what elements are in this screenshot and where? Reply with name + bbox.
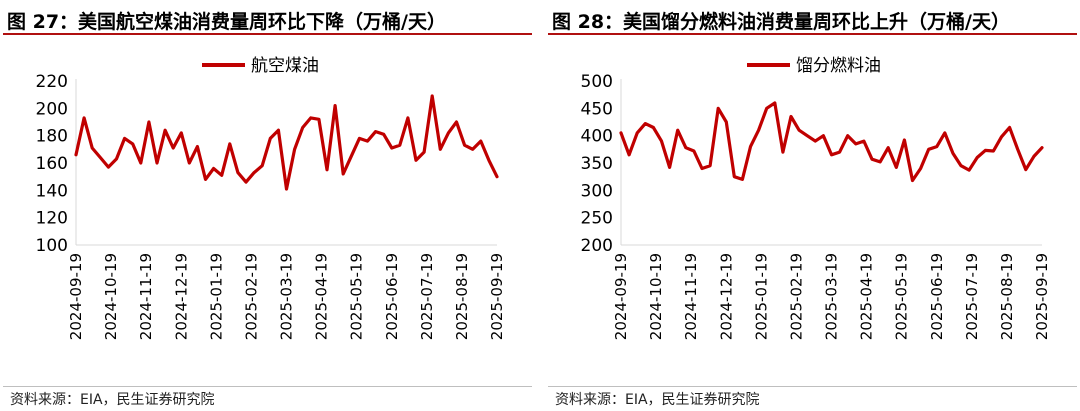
y-tick-label: 500 (581, 72, 613, 92)
x-tick-label: 2025-02-19 (242, 253, 260, 340)
source-note: 资料来源：EIA，民生证券研究院 (10, 392, 215, 408)
y-tick-label: 200 (581, 236, 613, 256)
title-bar: 图 27：美国航空煤油消费量周环比下降（万桶/天） (3, 3, 532, 35)
x-tick-label: 2025-05-19 (893, 253, 911, 340)
x-tick-label: 2024-11-19 (682, 253, 700, 340)
y-tick-label: 400 (581, 127, 613, 147)
series-line (619, 101, 1044, 183)
x-tick-label: 2025-09-19 (488, 253, 506, 340)
x-tick-label: 2025-07-19 (418, 253, 436, 340)
x-tick-label: 2025-08-19 (453, 253, 471, 340)
x-tick-label: 2025-05-19 (348, 253, 366, 340)
y-tick-label: 100 (36, 236, 68, 256)
x-tick-label: 2025-01-19 (752, 253, 770, 340)
chart-panel-jet-fuel: 图 27：美国航空煤油消费量周环比下降（万桶/天） 航空煤油 100 120 140 1… (0, 0, 535, 411)
legend: 馏分燃料油 (747, 56, 881, 76)
x-tick-label: 2024-10-19 (647, 253, 665, 340)
x-tick-label: 2025-06-19 (383, 253, 401, 340)
legend: 航空煤油 (202, 56, 319, 76)
x-tick-label: 2025-02-19 (787, 253, 805, 340)
y-tick-label: 200 (36, 99, 68, 119)
series-points (75, 96, 498, 189)
x-tick-label: 2025-04-19 (858, 253, 876, 340)
x-tick-label: 2025-03-19 (823, 253, 841, 340)
y-tick-label: 180 (36, 127, 68, 147)
source-divider (3, 386, 532, 387)
y-tick-label: 160 (36, 154, 68, 174)
y-tick-label: 250 (581, 209, 613, 229)
series-points (620, 102, 1043, 181)
source-divider (548, 386, 1077, 387)
y-tick-label: 140 (36, 181, 68, 201)
x-tick-label: 2025-01-19 (207, 253, 225, 340)
x-tick-label: 2025-04-19 (313, 253, 331, 340)
x-tick-label: 2025-09-19 (1033, 253, 1051, 340)
title-bar: 图 28：美国馏分燃料油消费量周环比上升（万桶/天） (548, 3, 1077, 35)
chart-area: 航空煤油 100 120 140 160 180 200 220 2024-09-19 2024-… (0, 38, 535, 383)
y-tick-label: 350 (581, 154, 613, 174)
chart-area: 馏分燃料油 200 250 300 350 400 450 500 2024-09-19 2024… (545, 38, 1080, 383)
chart-title: 图 28：美国馏分燃料油消费量周环比上升（万桶/天） (552, 11, 1010, 33)
x-tick-label: 2024-12-19 (172, 253, 190, 340)
series-line (74, 94, 499, 191)
chart-panel-distillate: 图 28：美国馏分燃料油消费量周环比上升（万桶/天） 馏分燃料油 200 250 30… (545, 0, 1080, 411)
legend-label: 航空煤油 (251, 56, 319, 76)
x-tick-label: 2024-10-19 (102, 253, 120, 340)
source-note: 资料来源：EIA，民生证券研究院 (555, 392, 760, 408)
x-tick-label: 2024-09-19 (67, 253, 85, 340)
y-tick-label: 120 (36, 209, 68, 229)
x-tick-label: 2025-06-19 (928, 253, 946, 340)
x-tick-label: 2025-08-19 (998, 253, 1016, 340)
y-tick-label: 450 (581, 99, 613, 119)
x-tick-label: 2025-07-19 (963, 253, 981, 340)
x-tick-label: 2024-12-19 (717, 253, 735, 340)
jet-fuel-line-chart: 航空煤油 100 120 140 160 180 200 220 2024-09-19 2024-… (36, 56, 506, 340)
x-tick-label: 2024-09-19 (612, 253, 630, 340)
x-tick-label: 2024-11-19 (137, 253, 155, 340)
y-tick-label: 220 (36, 72, 68, 92)
chart-title: 图 27：美国航空煤油消费量周环比下降（万桶/天） (7, 11, 446, 33)
x-tick-label: 2025-03-19 (278, 253, 296, 340)
legend-label: 馏分燃料油 (796, 56, 881, 76)
distillate-line-chart: 馏分燃料油 200 250 300 350 400 450 500 2024-09-19 2024… (581, 56, 1051, 340)
y-tick-label: 300 (581, 181, 613, 201)
